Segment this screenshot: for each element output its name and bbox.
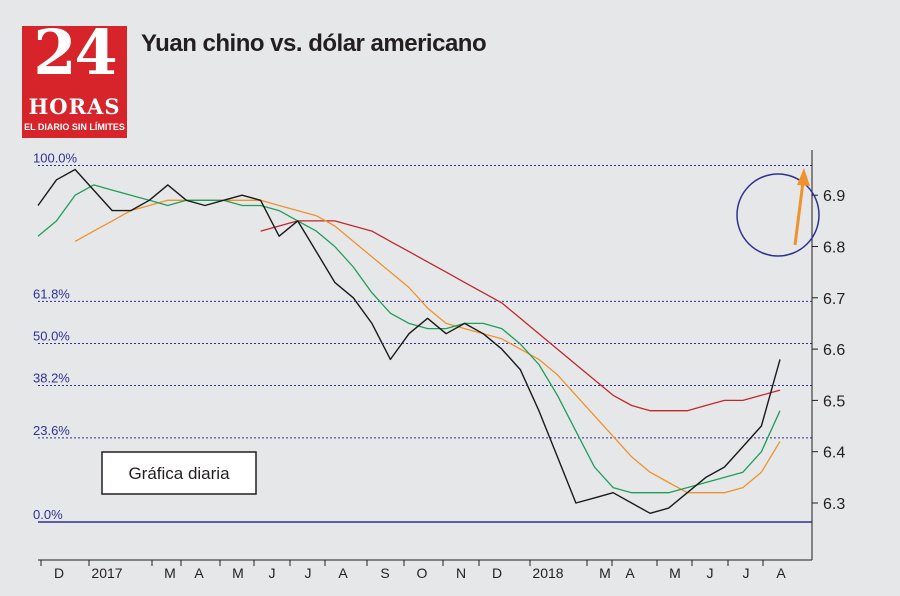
x-tick-label-8: S [380,565,389,581]
x-tick-label-9: O [417,565,428,581]
fib-label-2: 50.0% [33,328,70,343]
x-tick-label-2: M [164,565,176,581]
x-tick-label-3: A [194,565,204,581]
x-tick-label-0: D [54,565,64,581]
x-tick-label-7: A [338,565,348,581]
series-ma_short [37,184,781,494]
annotation-frame [101,451,257,495]
right-tick-label-1: 6.4 [823,445,845,462]
fib-labels: 100.0% 61.8% 50.0% 38.2% 23.6% 0.0% [33,150,78,522]
right-tick-label-5: 6.8 [823,240,845,257]
series-lines [37,168,781,514]
right-tick-label-3: 6.6 [823,342,845,359]
annotation-box: Gráfica diaria [101,451,257,495]
x-tick-label-4: M [232,565,244,581]
right-tick-label-2: 6.5 [823,393,845,410]
x-tick-label-18: A [776,565,786,581]
x-tick-label-13: M [599,565,611,581]
x-tick-label-10: N [456,565,466,581]
series-price [37,168,781,514]
series-ma_long [260,220,781,412]
right-tick-label-4: 6.7 [823,291,845,308]
logo-number: 24 [33,16,117,89]
x-tick-label-5: J [269,565,276,581]
logo-word: HORAS [28,94,121,119]
fib-label-0: 100.0% [33,150,78,165]
right-tick-label-6: 6.9 [823,188,845,205]
highlight-circle [736,173,820,257]
annotation-text: Gráfica diaria [128,464,230,483]
fib-label-4: 23.6% [33,423,70,438]
chart-title: Yuan chino vs. dólar americano [141,30,487,57]
x-tick-label-17: J [743,565,750,581]
fib-label-5: 0.0% [33,507,63,522]
x-tick-label-14: A [625,565,635,581]
right-tick-label-0: 6.3 [823,496,845,513]
x-tick-label-12: 2018 [532,565,563,581]
x-tick-label-16: J [707,565,714,581]
x-tick-label-1: 2017 [91,565,122,581]
series-ma_mid [74,199,781,494]
x-tick-label-15: M [669,565,681,581]
logo: 24 HORAS EL DIARIO SIN LÍMITES [22,16,127,138]
x-axis: D 2017 M A M J J A S O N D 2018 M A M J J A [38,559,812,581]
fib-lines [38,164,812,523]
fib-label-3: 38.2% [33,371,70,386]
right-axis-ticks: 6.3 6.4 6.5 6.6 6.7 6.8 6.9 [811,150,845,560]
x-tick-label-6: J [305,565,312,581]
x-tick-label-11: D [492,565,502,581]
fib-label-1: 61.8% [33,286,70,301]
logo-tagline: EL DIARIO SIN LÍMITES [24,122,125,132]
up-arrow-icon [793,168,810,246]
